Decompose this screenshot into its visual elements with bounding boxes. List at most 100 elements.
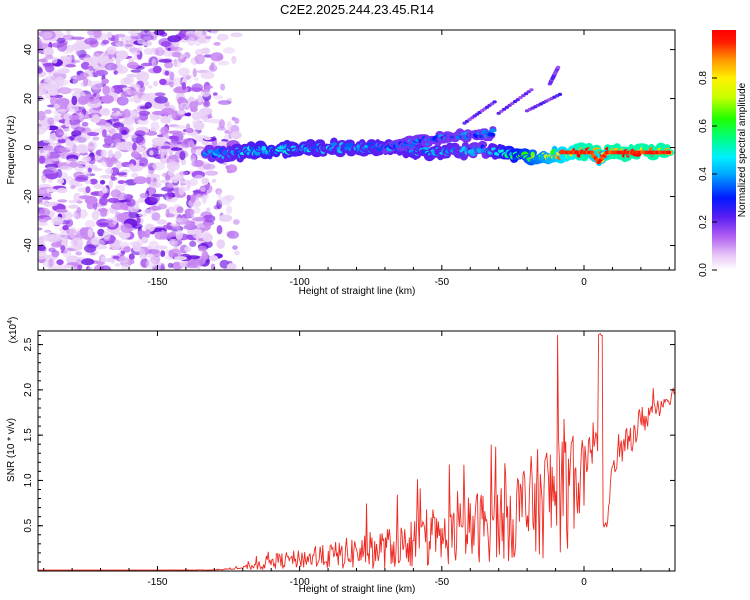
noise-blob: [130, 69, 142, 73]
noise-blob: [213, 42, 221, 46]
noise-blob: [41, 145, 54, 151]
noise-blob: [139, 193, 148, 199]
noise-blob: [55, 97, 70, 106]
y-tick-label: 1.5: [23, 428, 34, 442]
noise-blob: [151, 137, 166, 145]
noise-blob: [132, 242, 141, 253]
noise-blob: [155, 47, 165, 57]
noise-blob: [204, 170, 219, 176]
noise-blob: [152, 162, 165, 171]
noise-blob: [203, 136, 212, 141]
noise-blob: [219, 214, 233, 222]
noise-blob: [52, 158, 61, 162]
noise-blob: [44, 229, 52, 233]
noise-blob: [116, 171, 128, 176]
noise-blob: [144, 229, 151, 238]
noise-blob: [122, 108, 131, 119]
y-tick-label: -20: [23, 189, 34, 204]
noise-blob: [226, 263, 237, 270]
colorbar-tick-label: 0.6: [698, 119, 709, 133]
noise-blob: [38, 227, 43, 231]
noise-blob: [201, 250, 209, 261]
noise-blob: [65, 64, 76, 68]
noise-blob: [176, 110, 186, 115]
noise-blob: [192, 217, 206, 222]
noise-blob: [48, 247, 56, 253]
noise-blob: [51, 216, 64, 226]
noise-blob: [43, 47, 54, 57]
noise-blob: [79, 161, 90, 165]
noise-blob: [84, 244, 97, 253]
noise-blob: [217, 100, 232, 105]
noise-blob: [88, 98, 100, 104]
noise-blob: [171, 110, 179, 121]
noise-blob: [107, 149, 114, 159]
noise-blob: [38, 239, 42, 246]
noise-blob: [74, 135, 88, 144]
y-tick-label: 1.0: [23, 473, 34, 487]
noise-blob: [131, 151, 140, 159]
streak-blob: [504, 105, 510, 109]
noise-blob: [61, 153, 67, 157]
noise-blob: [178, 171, 189, 176]
noise-blob: [102, 85, 110, 96]
noise-blob: [159, 78, 167, 86]
noise-blob: [60, 245, 66, 251]
noise-blob: [152, 204, 157, 212]
noise-blob: [202, 194, 207, 204]
noise-blob: [212, 92, 218, 96]
noise-blob: [226, 120, 232, 131]
noise-blob: [91, 114, 101, 124]
streak-blob: [507, 103, 512, 107]
noise-blob: [173, 261, 180, 267]
noise-blob: [194, 48, 205, 56]
noise-blob: [78, 195, 91, 199]
y-tick-label: 0: [23, 144, 34, 150]
noise-blob: [216, 55, 224, 61]
noise-blob: [173, 77, 182, 87]
noise-blob: [189, 178, 198, 187]
noise-blob: [52, 264, 67, 270]
noise-blob: [206, 207, 211, 213]
noise-blob: [216, 126, 226, 131]
x-tick-label: -50: [435, 577, 450, 588]
noise-blob: [56, 41, 68, 52]
noise-blob: [220, 83, 226, 91]
noise-blob: [56, 259, 64, 266]
noise-blob: [100, 149, 107, 158]
echo-core: [422, 146, 431, 150]
noise-blob: [231, 55, 237, 64]
noise-blob: [110, 202, 125, 210]
noise-blob: [161, 107, 175, 116]
noise-blob: [160, 152, 165, 163]
noise-blob: [42, 216, 52, 221]
noise-blob: [153, 30, 166, 36]
noise-blob: [38, 67, 43, 74]
noise-blob: [226, 205, 233, 215]
noise-blob: [41, 175, 47, 184]
noise-blob: [182, 73, 191, 80]
colorbar-tick-label: 0.0: [698, 263, 709, 277]
noise-blob: [158, 59, 172, 63]
noise-blob: [112, 122, 125, 129]
noise-blob: [190, 194, 196, 203]
noise-blob: [189, 240, 197, 247]
noise-blob: [234, 250, 240, 256]
noise-blob: [123, 245, 131, 253]
noise-blob: [192, 68, 197, 78]
snr-frame: [37, 330, 676, 572]
noise-blob: [68, 114, 80, 121]
noise-blob: [169, 223, 180, 227]
noise-blob: [102, 231, 111, 240]
noise-blob: [191, 228, 200, 235]
noise-blob: [231, 116, 236, 121]
noise-blob: [99, 197, 108, 206]
noise-blob: [172, 132, 186, 136]
noise-blob: [202, 100, 211, 108]
noise-blob: [61, 211, 73, 221]
colorbar-label: Normalized spectral amplitude: [737, 82, 748, 217]
noise-blob: [169, 46, 184, 52]
noise-blob: [44, 75, 57, 84]
noise-blob: [60, 55, 69, 61]
y-tick-label: 2.0: [23, 382, 34, 396]
